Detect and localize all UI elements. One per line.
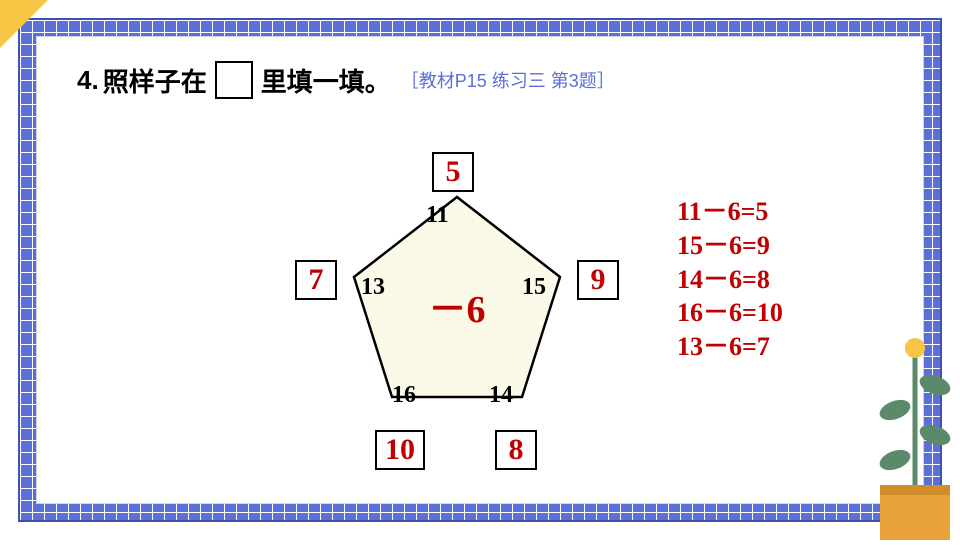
- question-prompt: 4. 照样子在 里填一填。 ［教材P15 练习三 第3题］: [77, 61, 615, 99]
- equation-2: 14－6=8: [677, 263, 783, 297]
- vertex-inner-3: 16: [392, 382, 416, 409]
- answer-box-3: 10: [375, 430, 425, 470]
- corner-triangle: [0, 0, 48, 48]
- vertex-inner-1: 15: [522, 274, 546, 301]
- answer-box-0: 5: [432, 152, 474, 192]
- pentagon-diagram: －6 11 15 14 16 13 5 9 8 10 7: [297, 152, 617, 488]
- equation-4: 13－6=7: [677, 330, 783, 364]
- equation-3: 16－6=10: [677, 296, 783, 330]
- answer-box-2: 8: [495, 430, 537, 470]
- vertex-inner-0: 11: [426, 202, 449, 229]
- blank-box-icon: [215, 61, 253, 99]
- question-number: 4.: [77, 65, 99, 96]
- equations-list: 11－6=5 15－6=9 14－6=8 16－6=10 13－6=7: [677, 195, 783, 364]
- vertex-inner-2: 14: [489, 382, 513, 409]
- question-text-before: 照样子在: [103, 62, 207, 99]
- question-text-after: 里填一填。: [261, 62, 391, 99]
- answer-box-1: 9: [577, 260, 619, 300]
- equation-0: 11－6=5: [677, 195, 783, 229]
- equation-1: 15－6=9: [677, 229, 783, 263]
- question-source: ［教材P15 练习三 第3题］: [401, 67, 615, 93]
- vertex-inner-4: 13: [361, 274, 385, 301]
- answer-box-4: 7: [295, 260, 337, 300]
- center-operator: －6: [428, 278, 485, 333]
- plant-decoration: [850, 320, 960, 540]
- content-panel: 4. 照样子在 里填一填。 ［教材P15 练习三 第3题］ －6 11 15 1…: [36, 36, 924, 504]
